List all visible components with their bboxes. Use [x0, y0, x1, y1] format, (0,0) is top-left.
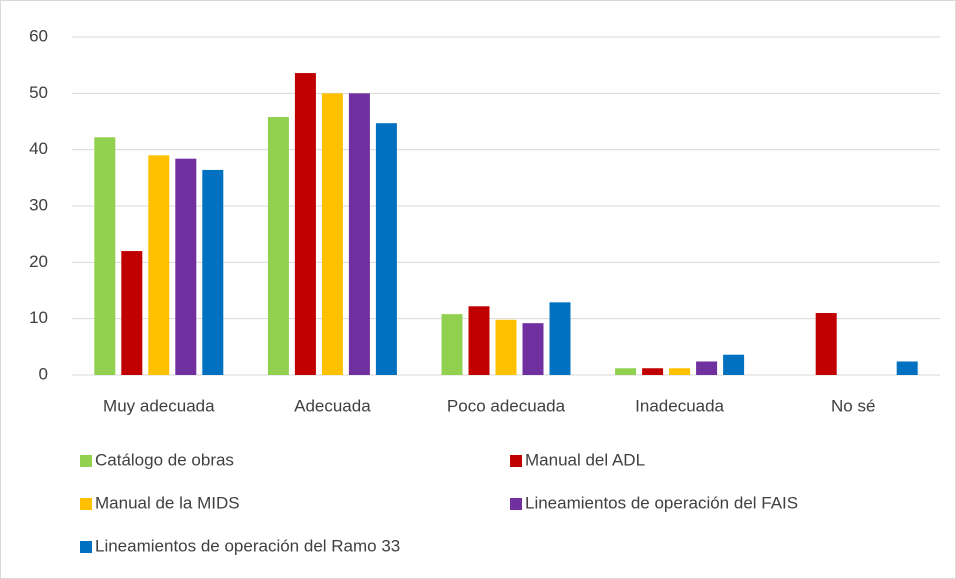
bar [615, 368, 637, 375]
bar [94, 137, 116, 375]
y-tick-label: 10 [29, 308, 48, 327]
bar [148, 155, 170, 375]
legend-swatch [80, 455, 92, 467]
bar [495, 319, 517, 375]
legend-swatch [80, 498, 92, 510]
bar [121, 251, 143, 375]
bar [321, 93, 343, 375]
legend-label: Manual del ADL [525, 450, 645, 469]
bar [294, 73, 316, 375]
x-tick-label: Inadecuada [635, 396, 724, 415]
legend-label: Manual de la MIDS [95, 493, 240, 512]
y-tick-label: 40 [29, 139, 48, 158]
bar [549, 302, 571, 375]
legend-swatch [510, 498, 522, 510]
legend-label: Catálogo de obras [95, 450, 234, 469]
bar [375, 123, 397, 375]
legend-swatch [80, 541, 92, 553]
y-tick-label: 50 [29, 83, 48, 102]
legend-label: Lineamientos de operación del Ramo 33 [95, 536, 400, 555]
bar [468, 306, 490, 375]
x-tick-label: Muy adecuada [103, 396, 215, 415]
legend-label: Lineamientos de operación del FAIS [525, 493, 798, 512]
y-tick-label: 60 [29, 26, 48, 45]
bar [441, 314, 463, 375]
legend-swatch [510, 455, 522, 467]
bar [815, 313, 837, 375]
x-tick-label: Adecuada [294, 396, 371, 415]
x-tick-label: No sé [831, 396, 875, 415]
bar [175, 158, 197, 375]
bar [669, 368, 691, 375]
y-tick-label: 0 [39, 364, 48, 383]
bar [267, 116, 289, 375]
y-tick-label: 20 [29, 252, 48, 271]
bar [348, 93, 370, 375]
bar [723, 354, 745, 375]
x-tick-label: Poco adecuada [447, 396, 566, 415]
bar [696, 361, 718, 375]
bar [642, 368, 664, 375]
bar [202, 169, 224, 375]
bar [896, 361, 918, 375]
bar [522, 323, 544, 375]
y-tick-label: 30 [29, 195, 48, 214]
